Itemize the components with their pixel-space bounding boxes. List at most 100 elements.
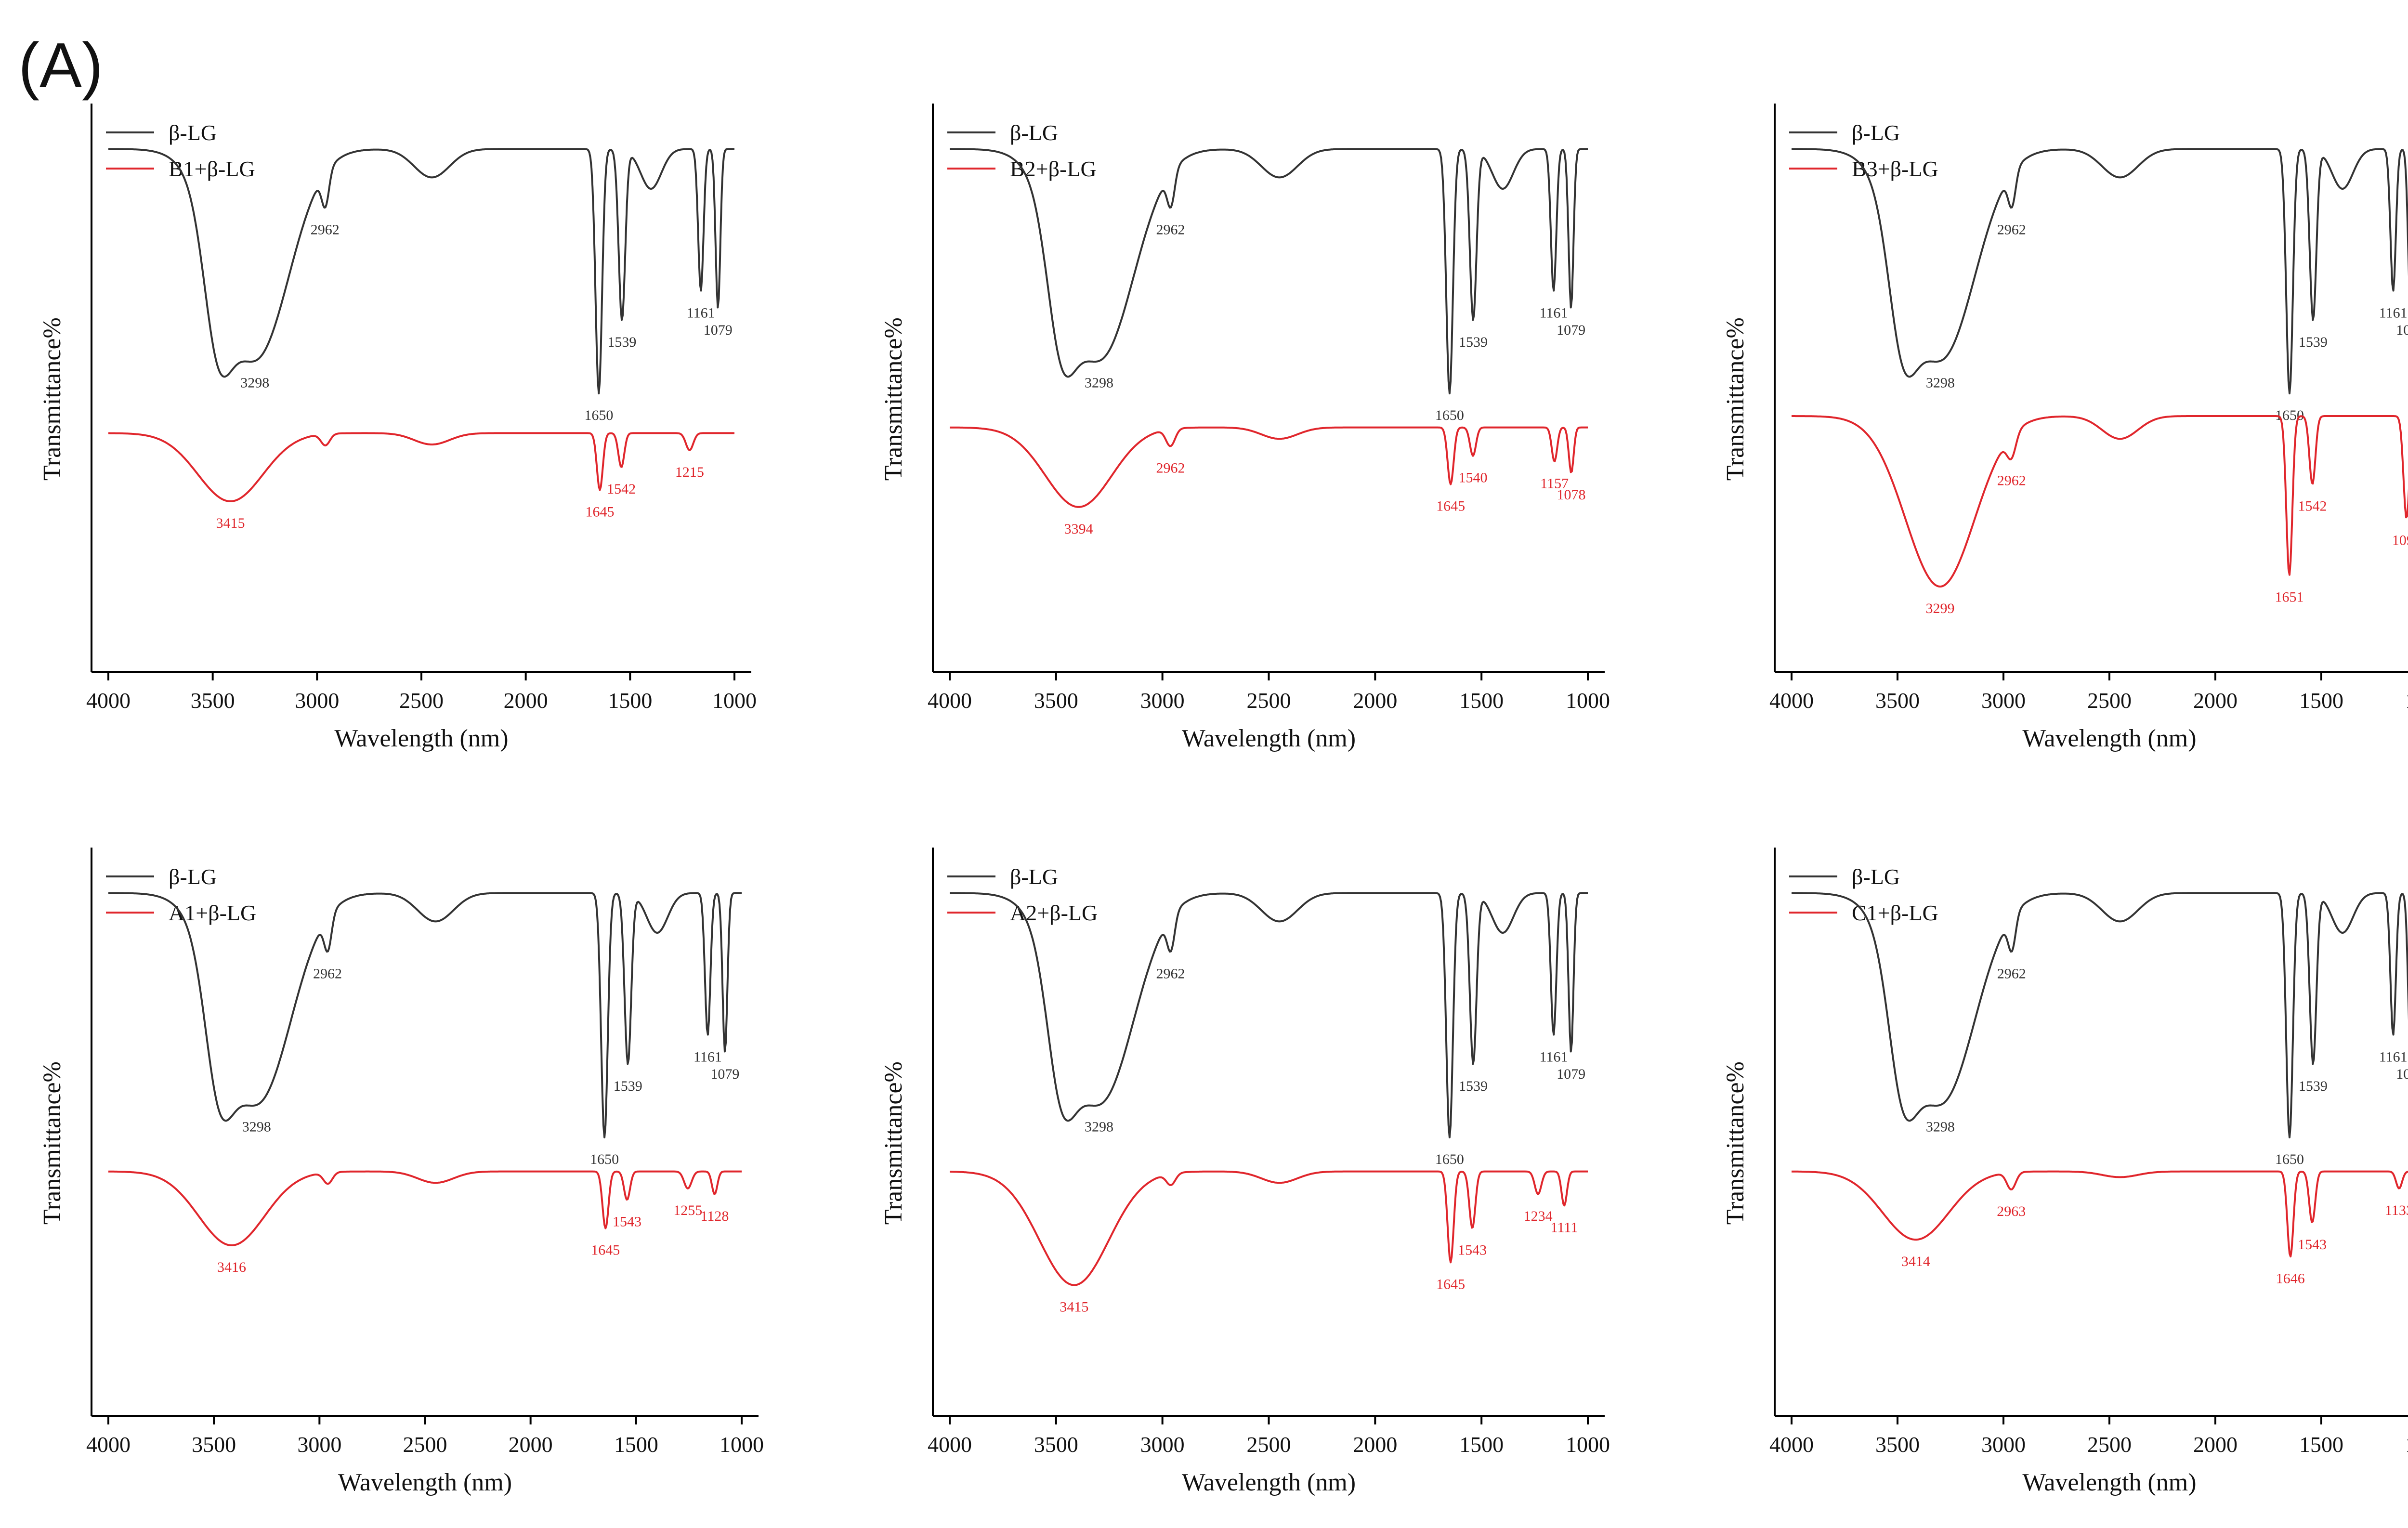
peak-label: 1161 (2379, 1049, 2408, 1065)
peak-label: 1161 (1539, 305, 1568, 321)
series-line-complex (1792, 415, 2408, 588)
peak-label: 3414 (1901, 1254, 1930, 1269)
y-axis-title: Transmittance% (1722, 317, 1749, 481)
x-tick-label: 3000 (1981, 688, 2026, 713)
legend-label: B1+β-LG (169, 157, 255, 181)
x-tick-label: 3500 (1034, 1432, 1078, 1457)
figure-label: (A) (18, 30, 103, 101)
peak-label: 1539 (2299, 1078, 2328, 1094)
y-axis-title: Transmittance% (1722, 1061, 1749, 1225)
peak-label: 1079 (1557, 322, 1585, 338)
legend-label: β-LG (1010, 120, 1058, 145)
series-line-complex (1792, 1170, 2408, 1258)
chart-panel-3: 4000 3500 3000 2500 2000 1500 1000 Wavelength (… (1722, 104, 2408, 752)
peak-label: 1646 (2276, 1271, 2305, 1287)
x-tick-label: 3500 (192, 1432, 236, 1457)
legend-label: B2+β-LG (1010, 157, 1097, 181)
legend-label: A2+β-LG (1010, 901, 1098, 925)
peak-label: 1161 (687, 305, 715, 321)
y-axis-title: Transmittance% (39, 1061, 66, 1225)
x-axis-title: Wavelength (nm) (334, 725, 508, 752)
peak-label: 1543 (2298, 1237, 2327, 1253)
legend-label: β-LG (1852, 864, 1900, 889)
peak-label: 3298 (1926, 1119, 1955, 1135)
peak-label: 1650 (590, 1151, 619, 1167)
chart-panel-5: 4000 3500 3000 2500 2000 1500 1000 Wavelength (… (880, 848, 1610, 1496)
x-tick-label: 2500 (403, 1432, 447, 1457)
x-axis-title: Wavelength (nm) (2022, 725, 2196, 752)
x-tick-label: 3000 (297, 1432, 341, 1457)
x-tick-label: 2500 (2087, 688, 2132, 713)
x-tick-label: 1000 (712, 688, 757, 713)
peak-label: 2962 (1997, 966, 2026, 981)
peak-label: 1543 (1458, 1242, 1487, 1258)
legend-label: β-LG (1010, 864, 1058, 889)
series-line-complex (108, 432, 734, 502)
x-tick-label: 1000 (2405, 688, 2408, 713)
peak-label: 3298 (1085, 375, 1113, 391)
peak-label: 1215 (675, 464, 704, 480)
legend-label: C1+β-LG (1852, 901, 1938, 925)
peak-label: 1650 (1435, 1151, 1464, 1167)
x-tick-label: 2500 (399, 688, 444, 713)
x-tick-label: 4000 (1769, 688, 1814, 713)
peak-label: 1539 (2299, 334, 2328, 350)
peak-label: 2962 (1156, 966, 1185, 981)
peak-label: 1645 (1436, 1276, 1465, 1292)
peak-label: 2962 (313, 966, 342, 981)
x-tick-label: 2000 (504, 688, 548, 713)
peak-label: 1645 (1436, 498, 1465, 514)
x-tick-label: 2500 (1247, 688, 1291, 713)
peak-label: 2963 (1997, 1203, 2026, 1219)
x-tick-label: 2000 (509, 1432, 553, 1457)
x-tick-label: 1500 (2299, 688, 2343, 713)
peak-label: 1539 (607, 334, 636, 350)
peak-label: 3415 (216, 515, 245, 531)
x-axis-title: Wavelength (nm) (1182, 725, 1356, 752)
x-tick-label: 1000 (720, 1432, 764, 1457)
peak-label: 1650 (2275, 1151, 2304, 1167)
y-axis-title: Transmittance% (880, 317, 907, 481)
x-tick-label: 2000 (1353, 688, 1397, 713)
series-line-reference (1792, 892, 2408, 1138)
series-line-complex (950, 426, 1588, 508)
series-line-reference (108, 148, 734, 394)
peak-label: 3298 (242, 1119, 271, 1135)
series-line-reference (108, 892, 742, 1138)
peak-label: 1651 (2275, 589, 2304, 605)
peak-label: 1079 (704, 322, 733, 338)
peak-label: 1543 (613, 1214, 641, 1230)
peak-label: 1542 (607, 481, 636, 497)
peak-label: 1133 (2385, 1202, 2408, 1218)
x-tick-label: 2000 (2193, 1432, 2238, 1457)
x-axis-title: Wavelength (nm) (338, 1469, 512, 1496)
peak-label: 1079 (1557, 1066, 1585, 1082)
x-axis-title: Wavelength (nm) (2022, 1469, 2196, 1496)
x-tick-label: 3500 (191, 688, 235, 713)
peak-label: 2962 (1156, 460, 1185, 476)
peak-label: 3394 (1064, 521, 1093, 537)
peak-label: 1161 (694, 1049, 722, 1065)
x-tick-label: 4000 (86, 688, 131, 713)
peak-label: 1128 (700, 1208, 729, 1224)
peak-label: 1234 (1524, 1208, 1553, 1224)
peak-label: 3298 (1926, 375, 1955, 391)
peak-label: 1539 (614, 1078, 642, 1094)
x-tick-label: 1500 (1459, 688, 1504, 713)
peak-label: 1161 (1539, 1049, 1568, 1065)
peak-label: 1111 (1551, 1219, 1578, 1235)
x-tick-label: 2500 (2087, 1432, 2132, 1457)
x-tick-label: 1000 (2405, 1432, 2408, 1457)
x-tick-label: 1500 (2299, 1432, 2343, 1457)
peak-label: 1539 (1459, 1078, 1488, 1094)
x-tick-label: 4000 (86, 1432, 131, 1457)
x-tick-label: 3000 (295, 688, 339, 713)
chart-panel-4: 4000 3500 3000 2500 2000 1500 1000 Wavelength (… (39, 848, 764, 1496)
x-tick-label: 1500 (1459, 1432, 1504, 1457)
x-tick-label: 3500 (1875, 1432, 1920, 1457)
x-tick-label: 4000 (928, 688, 972, 713)
peak-label: 1542 (2298, 498, 2327, 514)
legend-label: B3+β-LG (1852, 157, 1938, 181)
peak-label: 2962 (1997, 222, 2026, 237)
x-tick-label: 2000 (2193, 688, 2238, 713)
